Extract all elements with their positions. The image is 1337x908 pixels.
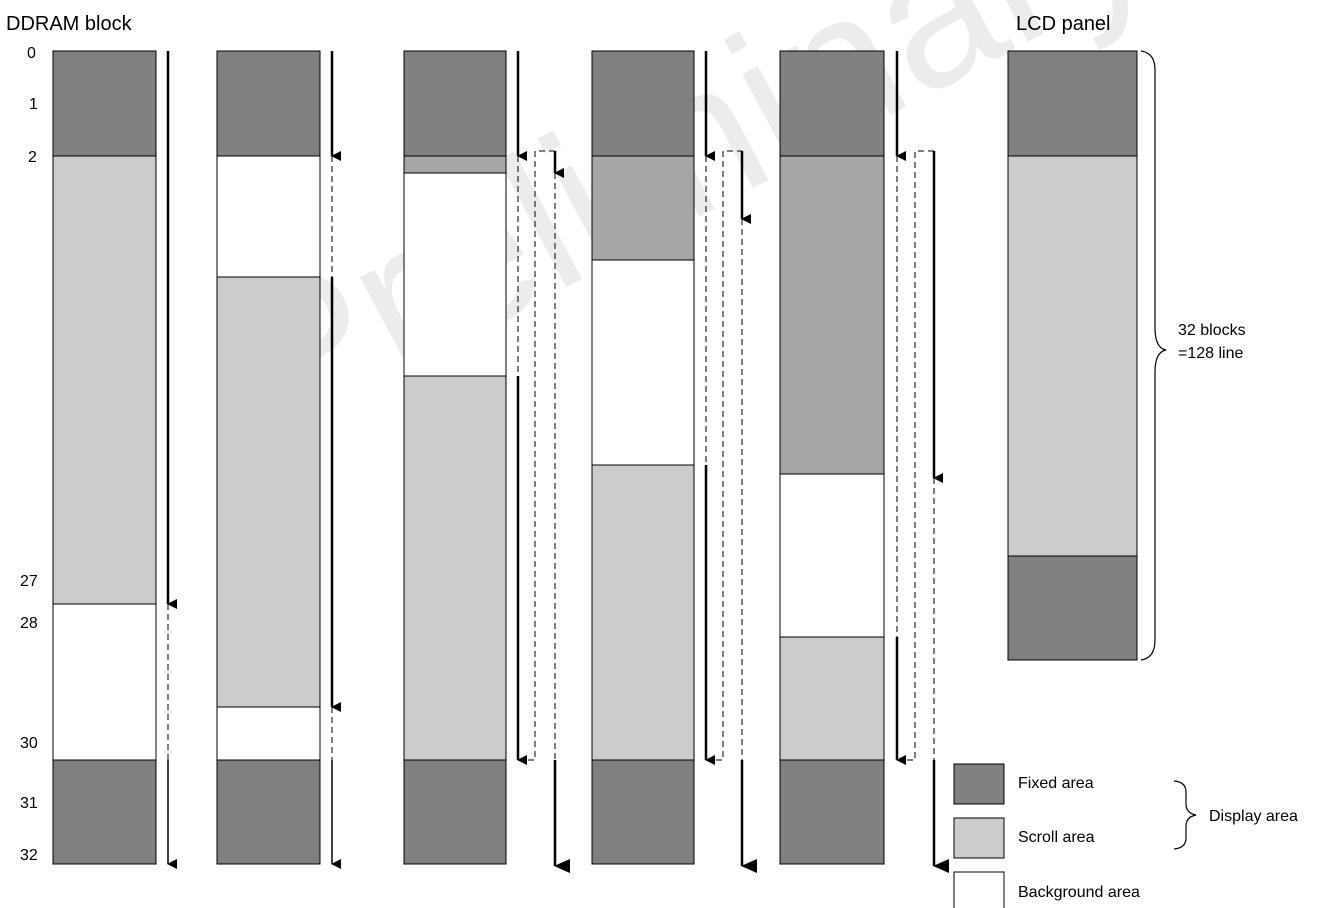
ddram-column-5 xyxy=(779,50,949,873)
fixed-area-top xyxy=(779,50,885,157)
legend-label-fixed: Fixed area xyxy=(1018,775,1094,792)
block-label-31: 31 xyxy=(20,795,38,812)
wrap-loop-dashed xyxy=(897,150,934,761)
fixed-area-top xyxy=(52,50,157,157)
scroll-area-active xyxy=(403,155,507,174)
fixed-area-top xyxy=(591,50,695,157)
background-area-upper xyxy=(216,155,321,278)
background-area xyxy=(403,172,507,377)
lcd-fixed-area-bottom xyxy=(1007,555,1138,661)
lcd-height-brace xyxy=(1140,50,1167,661)
scroll-area xyxy=(216,276,321,708)
background-area xyxy=(52,603,157,761)
background-area-lower xyxy=(216,706,321,761)
scroll-area xyxy=(591,464,695,761)
fixed-area-top xyxy=(216,50,321,157)
legend-swatch-background xyxy=(953,871,1005,908)
ddram-column-3 xyxy=(403,50,570,873)
legend-swatch-fixed xyxy=(953,763,1005,805)
lcd-panel-title: LCD panel xyxy=(1016,13,1111,35)
legend: Fixed area Scroll area Background area D… xyxy=(953,763,1298,908)
fixed-area-top xyxy=(403,50,507,157)
background-area xyxy=(591,259,695,466)
scroll-area-active xyxy=(779,155,885,475)
ddram-column-4 xyxy=(591,50,757,873)
wrap-loop-dashed xyxy=(518,150,555,761)
display-area-brace xyxy=(1173,780,1197,850)
legend-label-display: Display area xyxy=(1209,808,1298,825)
block-label-2: 2 xyxy=(28,149,37,166)
ddram-block-title: DDRAM block xyxy=(6,13,133,35)
fixed-area-bottom xyxy=(779,759,885,865)
fixed-area-bottom xyxy=(403,759,507,865)
block-label-0: 0 xyxy=(27,45,36,62)
scroll-area-active xyxy=(591,155,695,261)
lcd-blocks-note-line2: =128 line xyxy=(1178,345,1243,362)
lcd-blocks-note-line1: 32 blocks xyxy=(1178,322,1246,339)
scroll-area xyxy=(403,375,507,761)
legend-label-background: Background area xyxy=(1018,884,1140,901)
block-label-28: 28 xyxy=(20,615,38,632)
lcd-panel: 32 blocks =128 line xyxy=(1007,50,1246,661)
fixed-area-bottom xyxy=(216,759,321,865)
lcd-scroll-area xyxy=(1007,155,1138,557)
ddram-column-1 xyxy=(52,50,177,869)
fixed-area-bottom xyxy=(591,759,695,865)
wrap-loop-dashed xyxy=(706,150,742,761)
fixed-area-bottom xyxy=(52,759,157,865)
legend-label-scroll: Scroll area xyxy=(1018,829,1095,846)
block-label-30: 30 xyxy=(20,735,38,752)
lcd-fixed-area-top xyxy=(1007,50,1138,157)
scroll-area xyxy=(52,155,157,605)
ddram-column-2 xyxy=(216,50,341,869)
background-area xyxy=(779,473,885,638)
block-number-labels: 0 1 2 27 28 30 31 32 xyxy=(20,45,38,864)
legend-swatch-scroll xyxy=(953,817,1005,859)
block-label-32: 32 xyxy=(20,847,38,864)
block-label-27: 27 xyxy=(20,573,38,590)
block-label-1: 1 xyxy=(29,96,38,113)
scroll-area xyxy=(779,636,885,761)
